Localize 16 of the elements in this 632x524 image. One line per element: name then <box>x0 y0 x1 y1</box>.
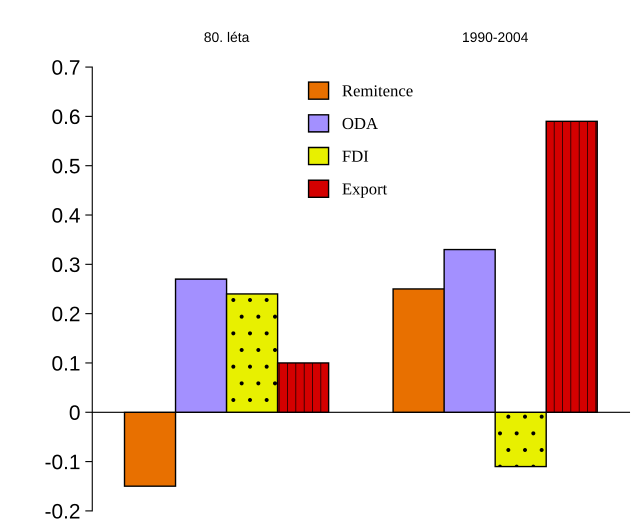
y-tick-label: -0.2 <box>45 504 80 519</box>
y-tick-label: -0.1 <box>45 454 80 470</box>
legend-label: FDI <box>342 150 368 162</box>
legend-label: ODA <box>342 118 378 130</box>
y-tick-label: 0 <box>70 405 80 420</box>
y-tick-label: 0.5 <box>52 158 80 174</box>
y-tick-label: 0.3 <box>52 257 80 272</box>
y-tick-label: 0.2 <box>52 306 80 322</box>
legend-label: Remitence <box>342 85 413 96</box>
y-tick-label: 0.6 <box>52 109 80 124</box>
legend-label: Export <box>342 183 388 198</box>
x-tick-label: 80. léta <box>204 32 250 42</box>
y-tick-label: 0.4 <box>52 208 80 223</box>
y-tick-label: 0.7 <box>52 60 80 75</box>
y-tick-label: 0.1 <box>52 356 80 371</box>
x-tick-label: 1990-2004 <box>463 32 528 42</box>
